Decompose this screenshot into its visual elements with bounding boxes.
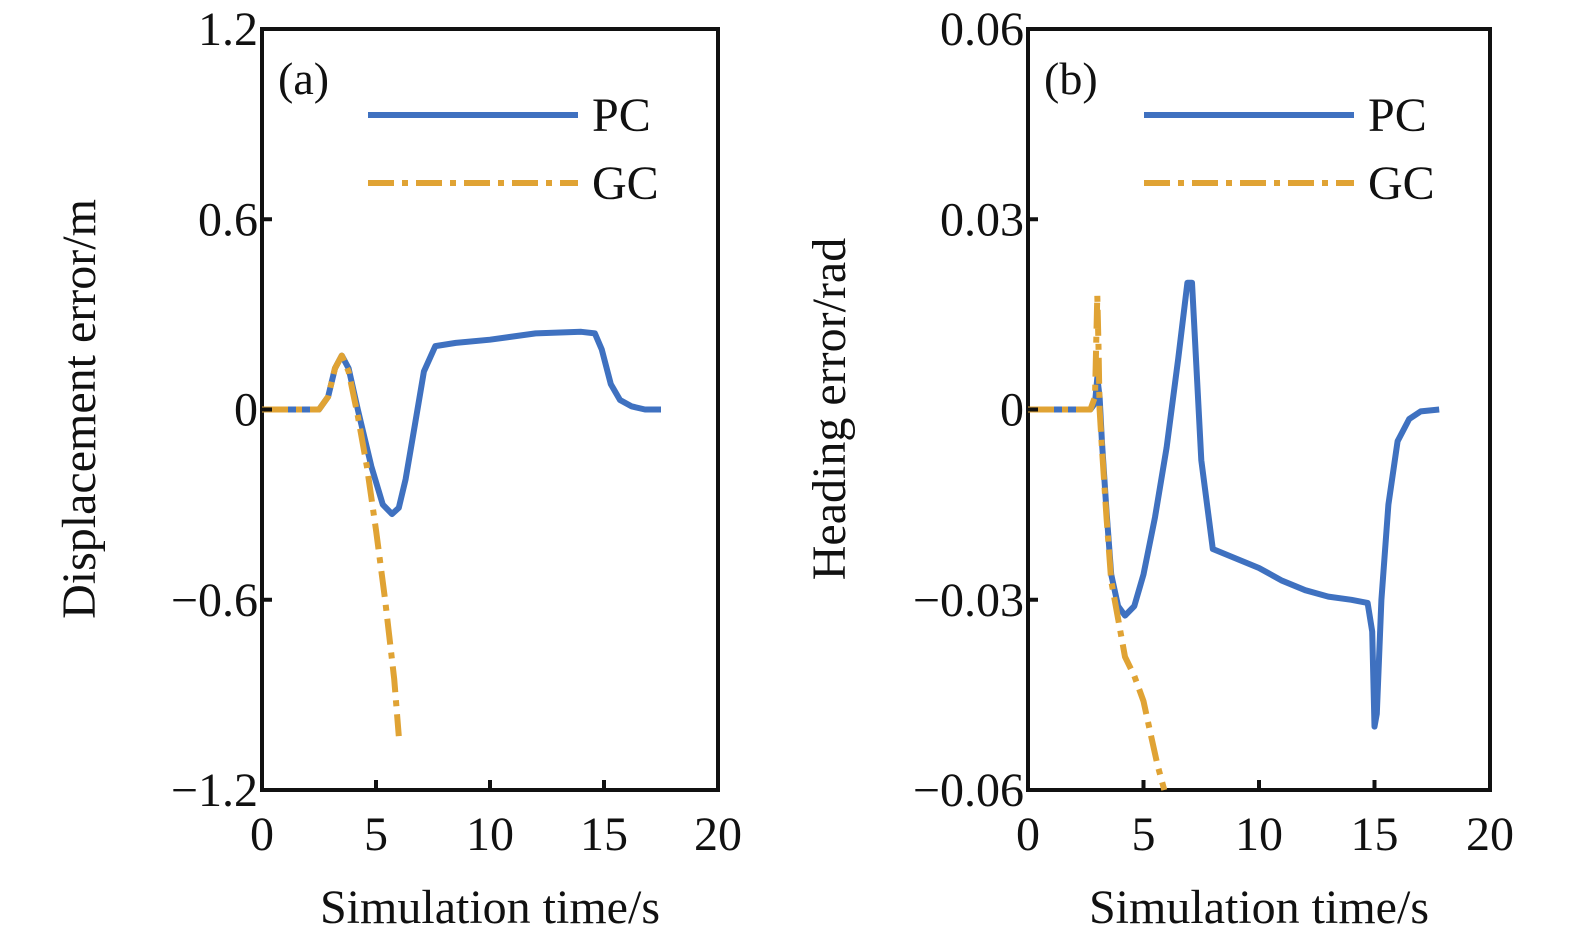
series-group (262, 328, 661, 737)
x-tick-label: 15 (1351, 808, 1399, 861)
x-axis-label: Simulation time/s (320, 881, 660, 934)
axis-ticks: 0 5 10 15 20 1.2 0.6 0 −0.6 −1.2 (171, 3, 742, 861)
y-tick-label: 0 (1000, 384, 1024, 437)
series-line-gc (262, 352, 402, 737)
x-tick-label: 0 (1016, 808, 1040, 861)
x-tick-label: 20 (694, 808, 742, 861)
panel-tag: (b) (1044, 53, 1098, 104)
x-tick-label: 10 (466, 808, 514, 861)
y-tick-label: 0.6 (198, 193, 258, 246)
y-tick-label: −1.2 (171, 764, 258, 817)
y-tick-label: −0.03 (913, 574, 1024, 627)
x-tick-label: 15 (580, 808, 628, 861)
y-tick-label: −0.06 (913, 764, 1024, 817)
panel-tag: (a) (278, 53, 329, 104)
legend-label-pc: PC (592, 89, 651, 142)
series-line-gc (1028, 292, 1168, 791)
series-line-pc (262, 328, 661, 518)
axis-ticks: 0 5 10 15 20 0.06 0.03 0 −0.03 −0.06 (913, 3, 1514, 861)
y-tick-label: 1.2 (198, 3, 258, 56)
y-tick-label: 0.03 (940, 193, 1024, 246)
y-tick-label: 0 (234, 384, 258, 437)
chart-panel-a: 0 5 10 15 20 1.2 0.6 0 −0.6 −1.2 (a) PC GC Simula… (53, 3, 742, 934)
y-axis-label: Heading error/rad (803, 238, 856, 581)
x-tick-label: 5 (364, 808, 388, 861)
legend-label-gc: GC (1368, 157, 1435, 210)
x-tick-label: 0 (250, 808, 274, 861)
y-tick-label: 0.06 (940, 3, 1024, 56)
chart-panel-b: 0 5 10 15 20 0.06 0.03 0 −0.03 −0.06 (b) PC GC Si… (803, 3, 1514, 934)
legend: PC GC (368, 89, 659, 210)
x-tick-label: 5 (1132, 808, 1156, 861)
legend: PC GC (1144, 89, 1435, 210)
x-axis-label: Simulation time/s (1089, 881, 1429, 934)
legend-label-gc: GC (592, 157, 659, 210)
x-tick-label: 20 (1466, 808, 1514, 861)
legend-label-pc: PC (1368, 89, 1427, 142)
y-tick-label: −0.6 (171, 574, 258, 627)
series-group (1028, 279, 1440, 791)
x-tick-label: 10 (1235, 808, 1283, 861)
series-line-pc (1028, 279, 1440, 730)
y-axis-label: Displacement error/m (53, 199, 106, 619)
